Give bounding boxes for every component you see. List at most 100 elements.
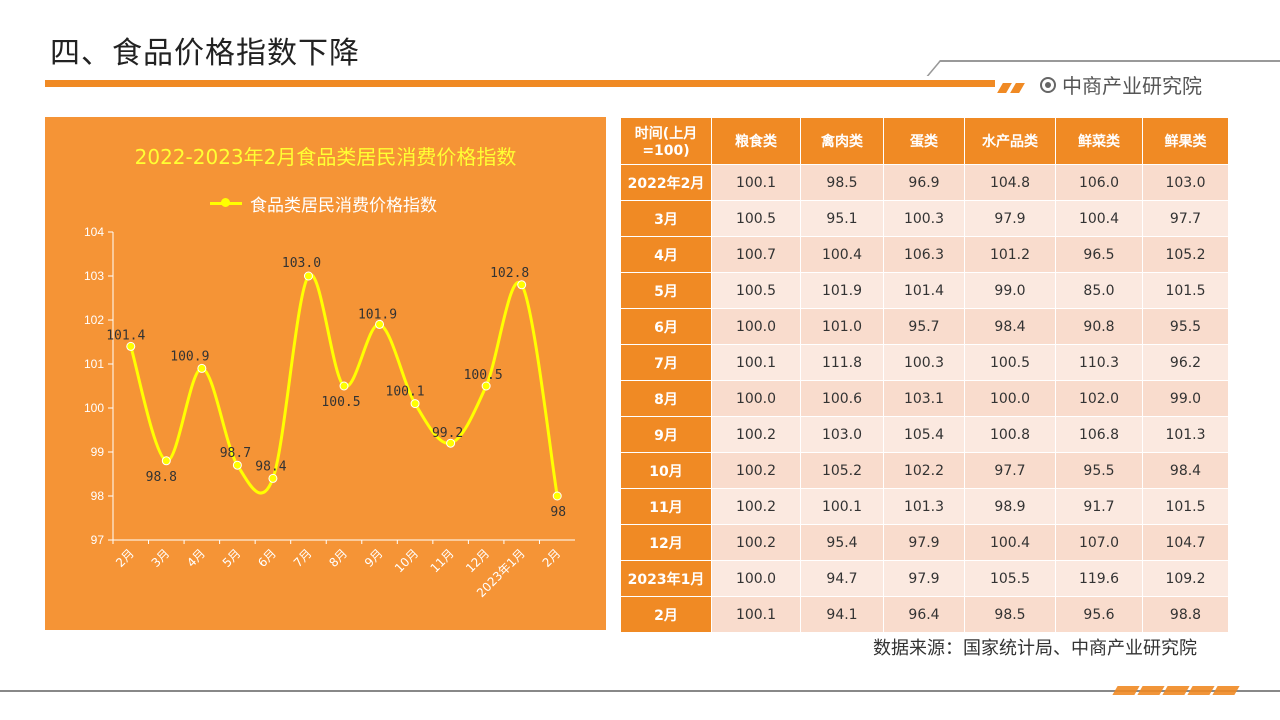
table-cell: 100.4 (1055, 200, 1143, 237)
data-point (375, 319, 385, 329)
price-index-table-container: 时间(上月 =100) 粮食类 禽肉类 蛋类 水产品类 鲜菜类 鲜果类 2022年2月 100.… (620, 117, 1229, 633)
table-header-cell: 鲜菜类 (1055, 117, 1143, 165)
table-cell: 106.8 (1055, 416, 1143, 453)
table-cell: 98.8 (1142, 596, 1229, 633)
table-cell: 104.8 (964, 164, 1056, 201)
table-cell: 101.0 (800, 308, 884, 345)
table-row: 10月 100.2 105.2 102.2 97.7 95.5 98.4 (620, 452, 1229, 489)
table-cell: 101.9 (800, 272, 884, 309)
data-point (481, 381, 491, 391)
table-row-label: 10月 (620, 452, 712, 489)
table-row-label: 2月 (620, 596, 712, 633)
table-cell: 97.9 (883, 524, 965, 561)
table-row: 2022年2月 100.1 98.5 96.9 104.8 106.0 103.0 (620, 164, 1229, 201)
table-cell: 94.7 (800, 560, 884, 597)
data-point (339, 381, 349, 391)
table-cell: 85.0 (1055, 272, 1143, 309)
table-cell: 119.6 (1055, 560, 1143, 597)
table-cell: 100.8 (964, 416, 1056, 453)
data-source-note: 数据来源：国家统计局、中商产业研究院 (873, 638, 1197, 659)
legend-line-marker-icon (210, 198, 242, 207)
data-label: 103.0 (282, 256, 321, 271)
table-cell: 98.4 (1142, 452, 1229, 489)
table-cell: 97.7 (1142, 200, 1229, 237)
table-cell: 96.9 (883, 164, 965, 201)
x-tick-label: 2月 (540, 546, 564, 570)
data-label: 102.8 (490, 266, 529, 281)
table-cell: 101.2 (964, 236, 1056, 273)
x-tick-label: 6月 (255, 546, 279, 570)
data-point (161, 456, 171, 466)
x-tick-label: 5月 (220, 546, 244, 570)
x-tick-label: 12月 (463, 546, 492, 575)
data-point (446, 438, 456, 448)
table-cell: 96.4 (883, 596, 965, 633)
table-header-row: 时间(上月 =100) 粮食类 禽肉类 蛋类 水产品类 鲜菜类 鲜果类 (620, 117, 1229, 165)
table-cell: 95.5 (1142, 308, 1229, 345)
data-label: 100.5 (321, 395, 360, 410)
data-label: 98.4 (255, 459, 286, 474)
table-row: 2月 100.1 94.1 96.4 98.5 95.6 98.8 (620, 596, 1229, 633)
table-cell: 102.2 (883, 452, 965, 489)
table-row-label: 7月 (620, 344, 712, 381)
table-header-cell: 水产品类 (964, 117, 1056, 165)
table-row-label: 9月 (620, 416, 712, 453)
title-underline-bar (45, 80, 995, 87)
data-point (517, 280, 527, 290)
table-cell: 95.1 (800, 200, 884, 237)
table-cell: 100.1 (800, 488, 884, 525)
table-cell: 95.5 (1055, 452, 1143, 489)
table-cell: 106.0 (1055, 164, 1143, 201)
table-cell: 91.7 (1055, 488, 1143, 525)
data-label: 99.2 (432, 426, 463, 441)
table-cell: 100.0 (711, 380, 801, 417)
data-point (268, 473, 278, 483)
table-cell: 98.5 (964, 596, 1056, 633)
y-tick-label: 100 (84, 401, 104, 415)
x-tick-label: 7月 (291, 546, 315, 570)
table-row: 9月 100.2 103.0 105.4 100.8 106.8 101.3 (620, 416, 1229, 453)
data-point (303, 271, 313, 281)
table-row: 7月 100.1 111.8 100.3 100.5 110.3 96.2 (620, 344, 1229, 381)
table-cell: 100.2 (711, 452, 801, 489)
brand-icon (1040, 76, 1056, 93)
table-cell: 94.1 (800, 596, 884, 633)
table-cell: 101.3 (1142, 416, 1229, 453)
table-cell: 100.5 (964, 344, 1056, 381)
page-title: 四、食品价格指数下降 (50, 36, 360, 71)
x-tick-label: 11月 (428, 546, 457, 575)
table-cell: 100.1 (711, 596, 801, 633)
table-header-cell: 粮食类 (711, 117, 801, 165)
table-cell: 109.2 (1142, 560, 1229, 597)
x-tick-label: 8月 (326, 546, 350, 570)
data-label: 101.9 (358, 307, 397, 322)
table-cell: 103.1 (883, 380, 965, 417)
data-label: 100.9 (170, 349, 209, 364)
y-tick-label: 97 (91, 533, 105, 547)
table-cell: 106.3 (883, 236, 965, 273)
y-tick-label: 101 (84, 357, 104, 371)
data-label: 98.7 (220, 446, 251, 461)
table-cell: 96.2 (1142, 344, 1229, 381)
x-tick-label: 3月 (149, 546, 173, 570)
y-tick-label: 103 (84, 269, 104, 283)
table-cell: 105.4 (883, 416, 965, 453)
chart-legend: 食品类居民消费价格指数 (210, 191, 437, 216)
footer-stripes (1112, 680, 1240, 699)
table-cell: 90.8 (1055, 308, 1143, 345)
table-cell: 100.4 (800, 236, 884, 273)
table-cell: 105.2 (800, 452, 884, 489)
table-cell: 111.8 (800, 344, 884, 381)
y-tick-label: 99 (91, 445, 105, 459)
table-cell: 104.7 (1142, 524, 1229, 561)
table-row-label: 4月 (620, 236, 712, 273)
table-cell: 103.0 (1142, 164, 1229, 201)
table-cell: 101.4 (883, 272, 965, 309)
table-cell: 100.5 (711, 272, 801, 309)
table-header-cell: 鲜果类 (1142, 117, 1229, 165)
table-cell: 105.2 (1142, 236, 1229, 273)
table-header-time: 时间(上月 =100) (620, 117, 712, 165)
x-tick-label: 9月 (362, 546, 386, 570)
table-cell: 100.6 (800, 380, 884, 417)
table-cell: 102.0 (1055, 380, 1143, 417)
